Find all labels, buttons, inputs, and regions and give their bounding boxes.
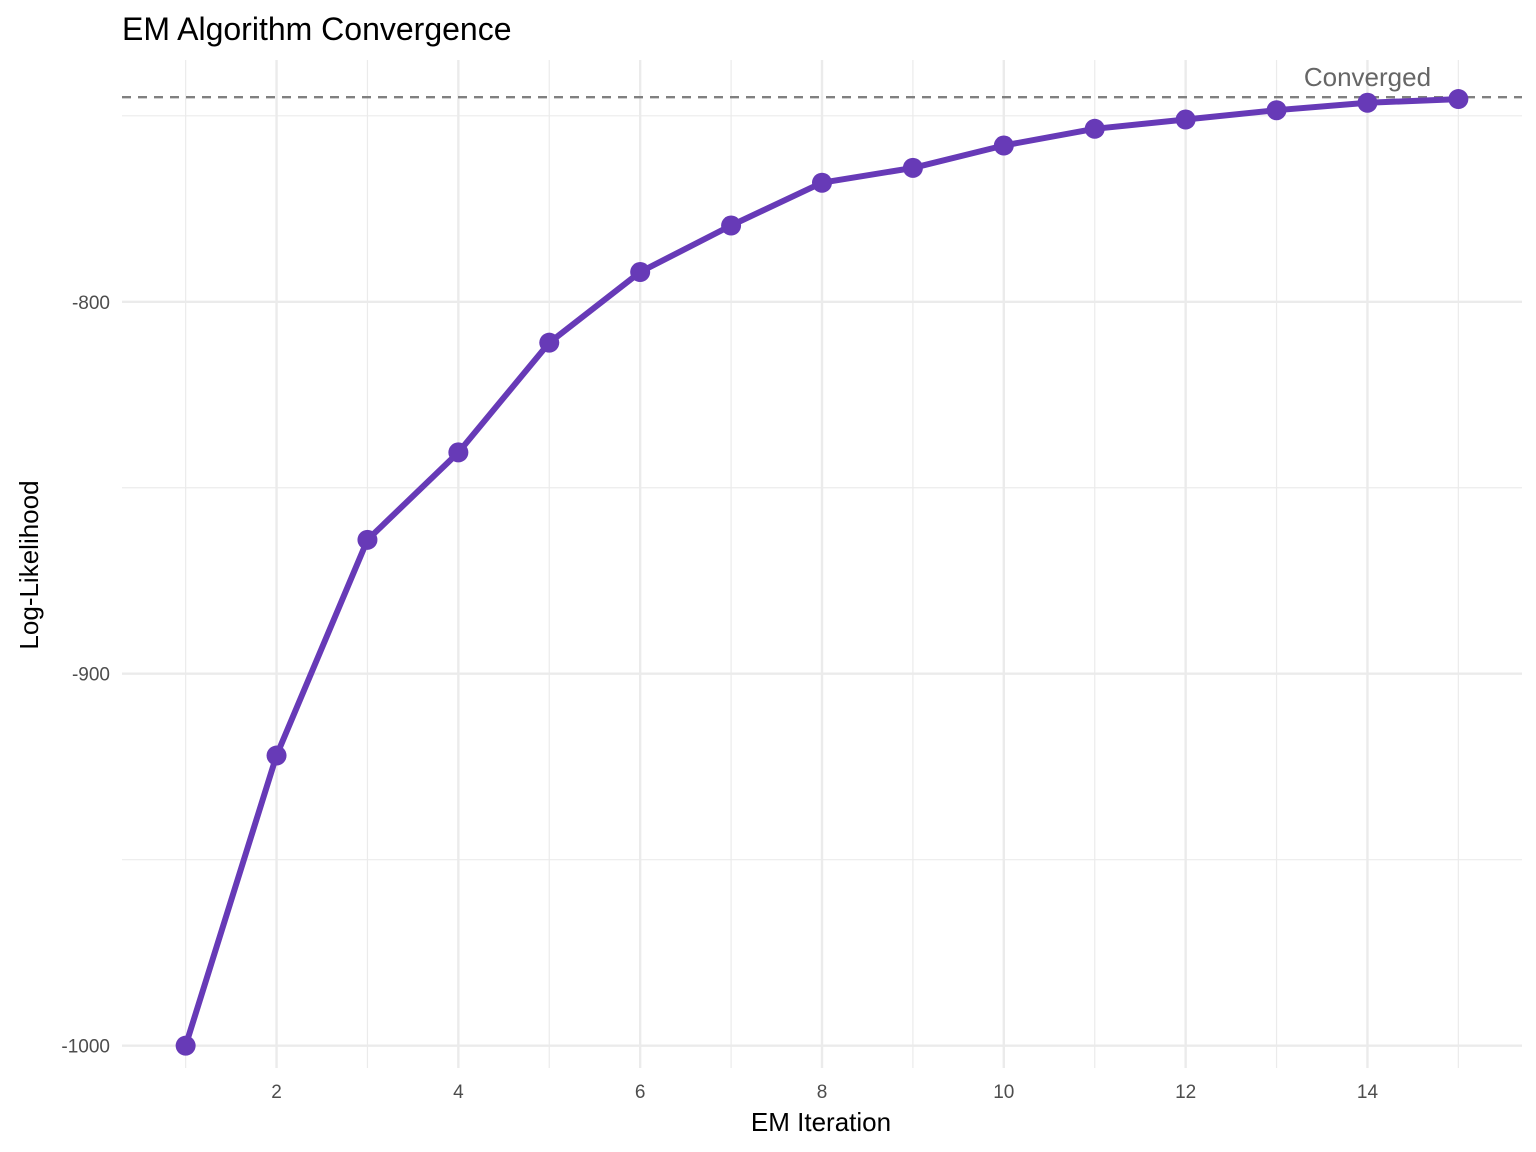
x-tick-label: 14 [1357, 1082, 1379, 1103]
y-tick-labels: -1000 -900 -800 [61, 293, 110, 1058]
chart-title: EM Algorithm Convergence [122, 11, 512, 47]
data-point [1448, 89, 1469, 110]
x-axis-label: EM Iteration [751, 1107, 891, 1137]
data-point [266, 745, 287, 766]
data-point [1266, 100, 1287, 121]
x-tick-label: 12 [1175, 1082, 1196, 1103]
x-tick-label: 8 [817, 1082, 828, 1103]
converged-annotation: Converged [1304, 62, 1431, 92]
data-point [993, 135, 1014, 156]
data-point [175, 1035, 196, 1056]
major-gridlines [122, 60, 1522, 1068]
x-tick-labels: 2 4 6 8 10 12 14 [271, 1082, 1378, 1103]
x-tick-label: 2 [271, 1082, 282, 1103]
x-tick-label: 4 [453, 1082, 464, 1103]
data-point [1084, 118, 1105, 139]
data-point [1357, 92, 1378, 113]
data-point [539, 332, 560, 353]
data-point [448, 442, 469, 463]
y-axis-label: Log-Likelihood [14, 480, 44, 649]
data-point [1175, 109, 1196, 130]
data-point [902, 157, 923, 178]
data-point [812, 172, 832, 193]
x-tick-label: 6 [635, 1082, 646, 1103]
data-point [721, 215, 742, 236]
log-likelihood-points [175, 89, 1469, 1056]
data-point [357, 529, 378, 550]
x-tick-label: 10 [993, 1082, 1014, 1103]
y-tick-label: -800 [72, 293, 110, 314]
y-tick-label: -900 [72, 665, 110, 686]
y-tick-label: -1000 [61, 1037, 110, 1058]
data-point [630, 262, 651, 283]
